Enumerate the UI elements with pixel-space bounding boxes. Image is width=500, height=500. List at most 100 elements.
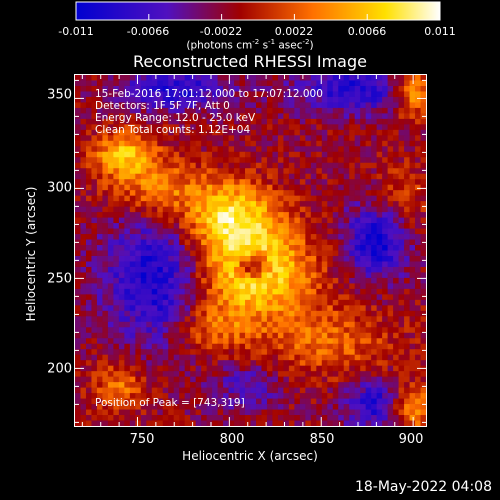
heatmap-cell — [201, 398, 208, 405]
heatmap-cell — [398, 420, 405, 427]
heatmap-cell — [332, 91, 339, 98]
heatmap-cell — [250, 107, 257, 114]
heatmap-cell — [398, 228, 405, 235]
heatmap-cell — [168, 288, 175, 295]
heatmap-cell — [371, 393, 378, 400]
heatmap-cell — [393, 299, 400, 306]
heatmap-cell — [190, 404, 197, 411]
heatmap-cell — [151, 102, 158, 109]
heatmap-cell — [228, 140, 235, 147]
heatmap-cell — [310, 266, 317, 274]
heatmap-cell — [404, 245, 411, 252]
heatmap-cell — [371, 365, 378, 372]
heatmap-cell — [310, 85, 317, 93]
heatmap-cell — [376, 272, 383, 279]
heatmap-cell — [305, 409, 312, 416]
colorbar-ticks — [75, 14, 441, 20]
heatmap-cell — [321, 245, 328, 252]
heatmap-cell — [179, 146, 186, 153]
heatmap-cell — [206, 245, 213, 252]
heatmap-cell — [201, 124, 208, 131]
heatmap-cell — [212, 206, 219, 213]
heatmap-cell — [343, 277, 350, 284]
heatmap-cell — [217, 179, 224, 186]
heatmap-cell — [415, 140, 422, 147]
heatmap-cell — [283, 398, 290, 405]
heatmap-cell — [195, 321, 202, 328]
heatmap-cell — [266, 376, 274, 383]
heatmap-cell — [266, 409, 274, 416]
heatmap-cell — [151, 310, 158, 317]
heatmap-cell — [96, 266, 104, 274]
heatmap-cell — [179, 332, 186, 339]
heatmap-cell — [113, 201, 120, 208]
heatmap-cell — [272, 102, 279, 109]
heatmap-cell — [168, 239, 175, 246]
heatmap-cell — [140, 135, 147, 142]
heatmap-cell — [157, 91, 164, 98]
heatmap-cell — [277, 195, 284, 202]
heatmap-cell — [146, 201, 153, 208]
heatmap-cell — [382, 310, 389, 317]
heatmap-cell — [146, 228, 153, 235]
heatmap-cell — [371, 206, 378, 213]
heatmap-cell — [113, 404, 120, 411]
heatmap-cell — [118, 206, 125, 213]
heatmap-cell — [277, 272, 284, 279]
heatmap-cell — [415, 146, 422, 153]
heatmap-cell — [75, 190, 82, 197]
heatmap-cell — [261, 261, 268, 268]
heatmap-cell — [217, 107, 224, 114]
heatmap-cell — [250, 299, 257, 306]
heatmap-cell — [190, 420, 197, 427]
heatmap-cell — [151, 376, 158, 383]
heatmap-cell — [283, 124, 290, 131]
heatmap-cell — [349, 124, 356, 131]
heatmap-cell — [382, 151, 389, 158]
heatmap-cell — [96, 124, 104, 131]
heatmap-cell — [338, 310, 345, 317]
heatmap-cell — [234, 327, 241, 334]
heatmap-cell — [206, 338, 213, 345]
heatmap-cell — [283, 91, 290, 98]
heatmap-cell — [288, 190, 295, 197]
heatmap-cell — [113, 398, 120, 405]
heatmap-cell — [316, 420, 323, 427]
heatmap-cell — [201, 162, 208, 169]
heatmap-cell — [118, 190, 125, 197]
heatmap-cell — [321, 140, 328, 147]
heatmap-cell — [404, 168, 411, 175]
heatmap-cell — [239, 195, 246, 202]
heatmap-cell — [277, 250, 284, 257]
heatmap-cell — [223, 305, 230, 312]
heatmap-cell — [245, 228, 252, 235]
heatmap-cell — [91, 201, 98, 208]
heatmap-cell — [135, 212, 142, 219]
heatmap-cell — [140, 184, 147, 191]
heatmap-cell — [250, 250, 257, 257]
heatmap-cell — [266, 321, 274, 328]
heatmap-cell — [382, 223, 389, 230]
heatmap-cell — [190, 332, 197, 339]
heatmap-cell — [316, 288, 323, 295]
heatmap-cell — [343, 316, 350, 323]
heatmap-cell — [305, 272, 312, 279]
heatmap-cell — [404, 135, 411, 142]
heatmap-cell — [327, 415, 334, 422]
heatmap-cell — [135, 168, 142, 175]
heatmap-cell — [283, 223, 290, 230]
heatmap-cell — [277, 261, 284, 268]
heatmap-cell — [212, 85, 219, 93]
heatmap-cell — [250, 387, 257, 394]
heatmap-cell — [146, 107, 153, 114]
heatmap-cell — [184, 184, 191, 191]
heatmap-cell — [409, 245, 416, 252]
heatmap-cell — [239, 354, 246, 361]
heatmap-cell — [184, 382, 191, 389]
heatmap-cell — [327, 266, 334, 274]
heatmap-cell — [217, 184, 224, 191]
heatmap-cell — [206, 113, 213, 120]
heatmap-cell — [283, 129, 290, 136]
heatmap-cell — [75, 212, 82, 219]
heatmap-cell — [305, 420, 312, 427]
